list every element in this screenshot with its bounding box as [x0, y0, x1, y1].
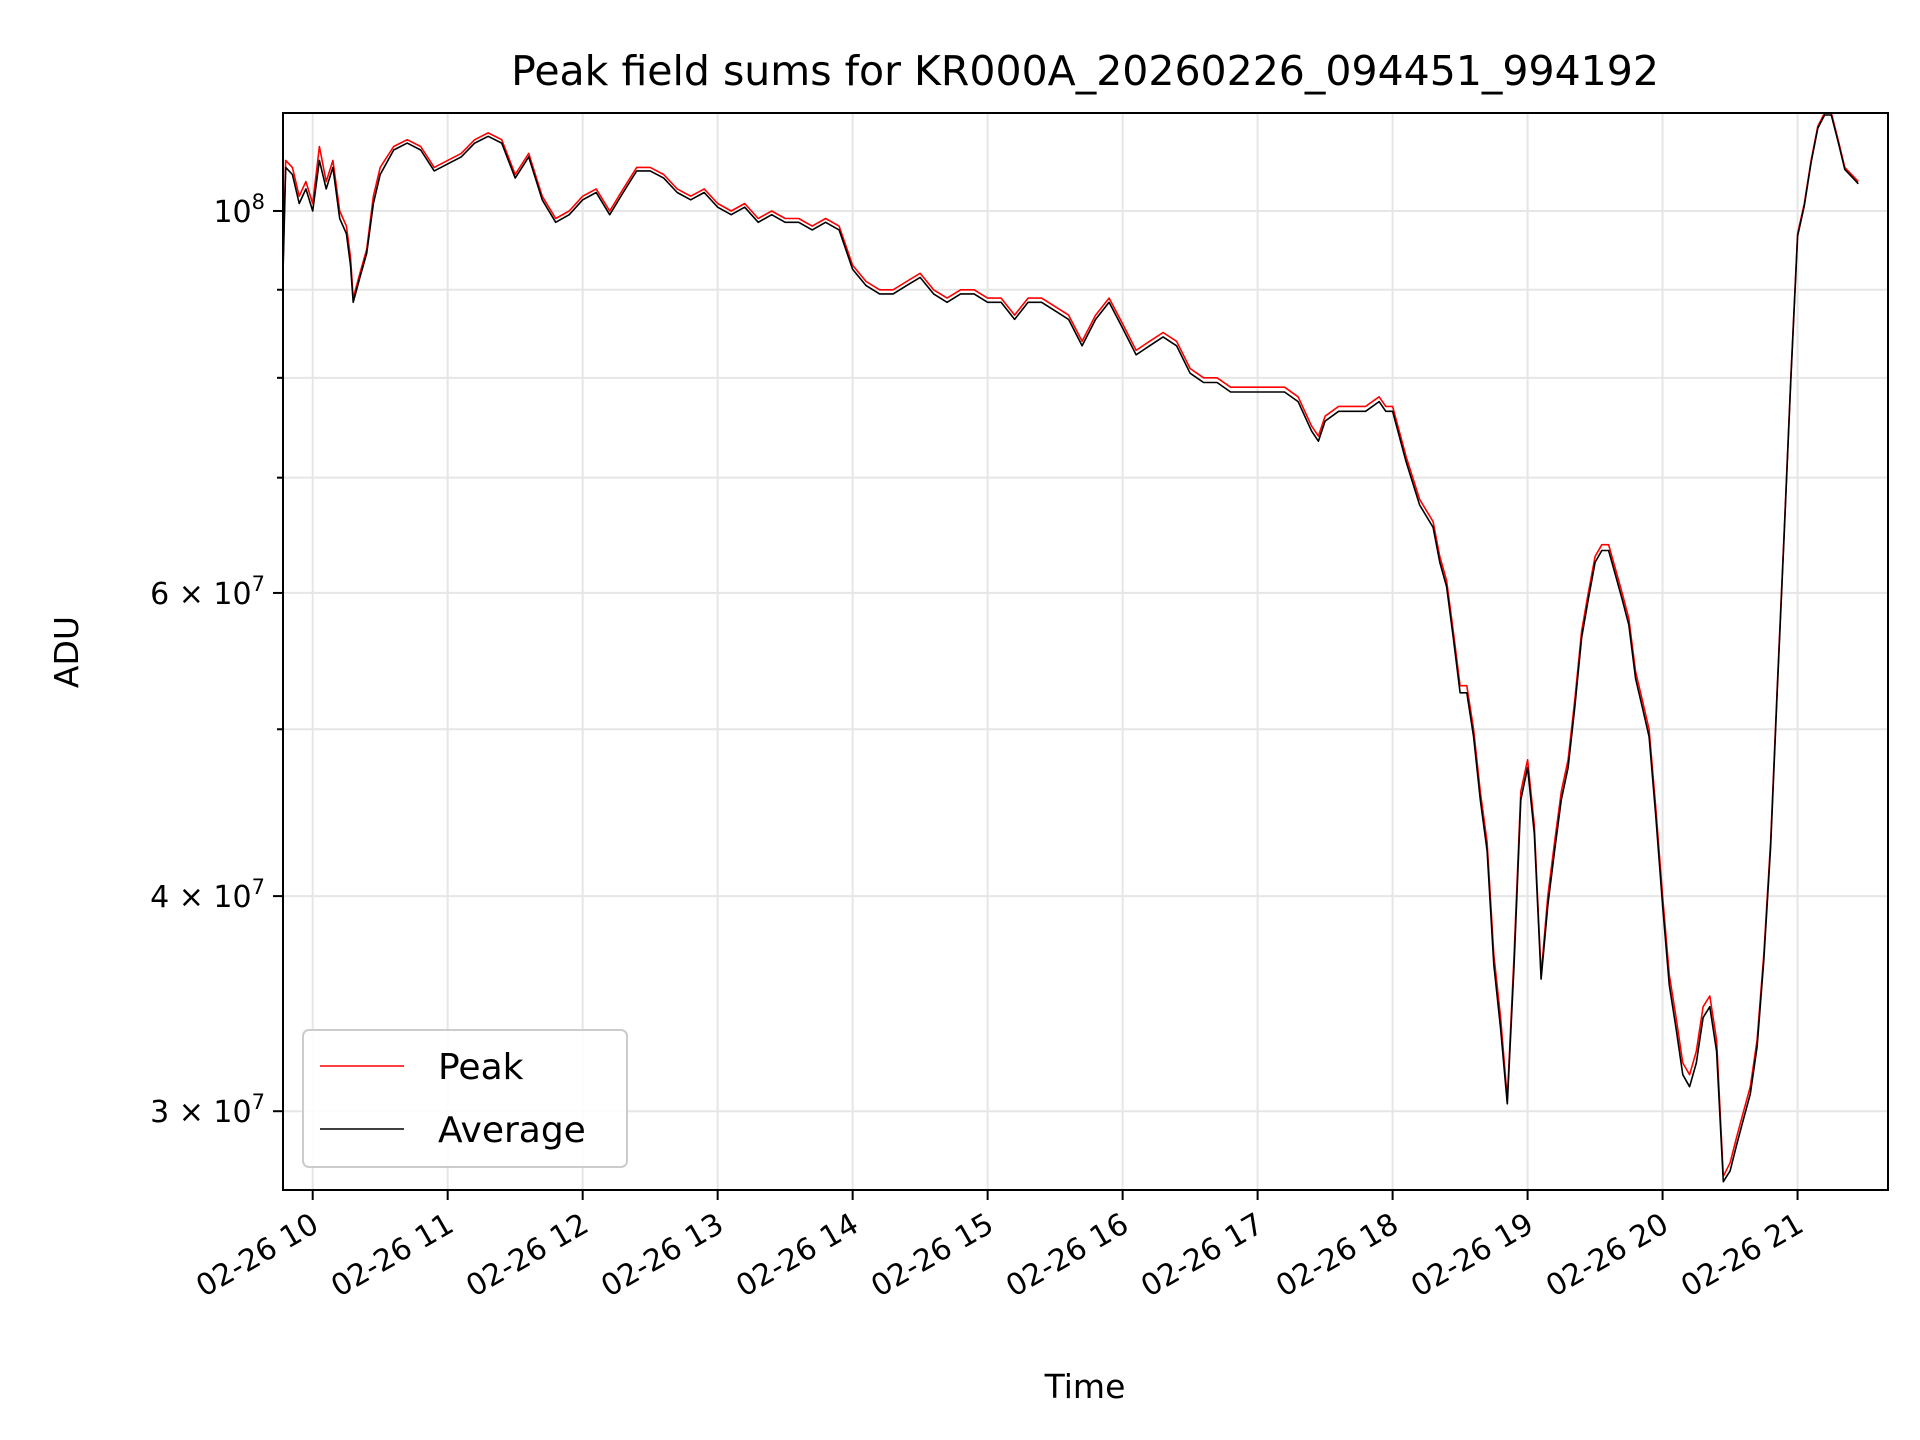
y-tick-label: 6 × 107: [150, 572, 265, 612]
y-axis-label: ADU: [47, 616, 86, 688]
grid-layer: [283, 113, 1888, 1190]
x-axis-label: Time: [1044, 1367, 1126, 1406]
series-line-average: [282, 114, 1859, 1183]
series-layer: [282, 112, 1859, 1183]
y-tick-label: 108: [213, 190, 265, 230]
legend-box: [302, 1029, 628, 1168]
plot-frame: [282, 112, 1889, 1191]
legend: Peak Average: [302, 1029, 628, 1168]
series-line-peak: [282, 112, 1859, 1178]
legend-average-label: Average: [438, 1110, 586, 1151]
y-tick-label: 3 × 107: [150, 1090, 265, 1130]
legend-peak-label: Peak: [438, 1047, 524, 1088]
chart-title: Peak field sums for KR000A_20260226_0944…: [511, 47, 1659, 95]
y-tick-label: 4 × 107: [150, 875, 265, 915]
